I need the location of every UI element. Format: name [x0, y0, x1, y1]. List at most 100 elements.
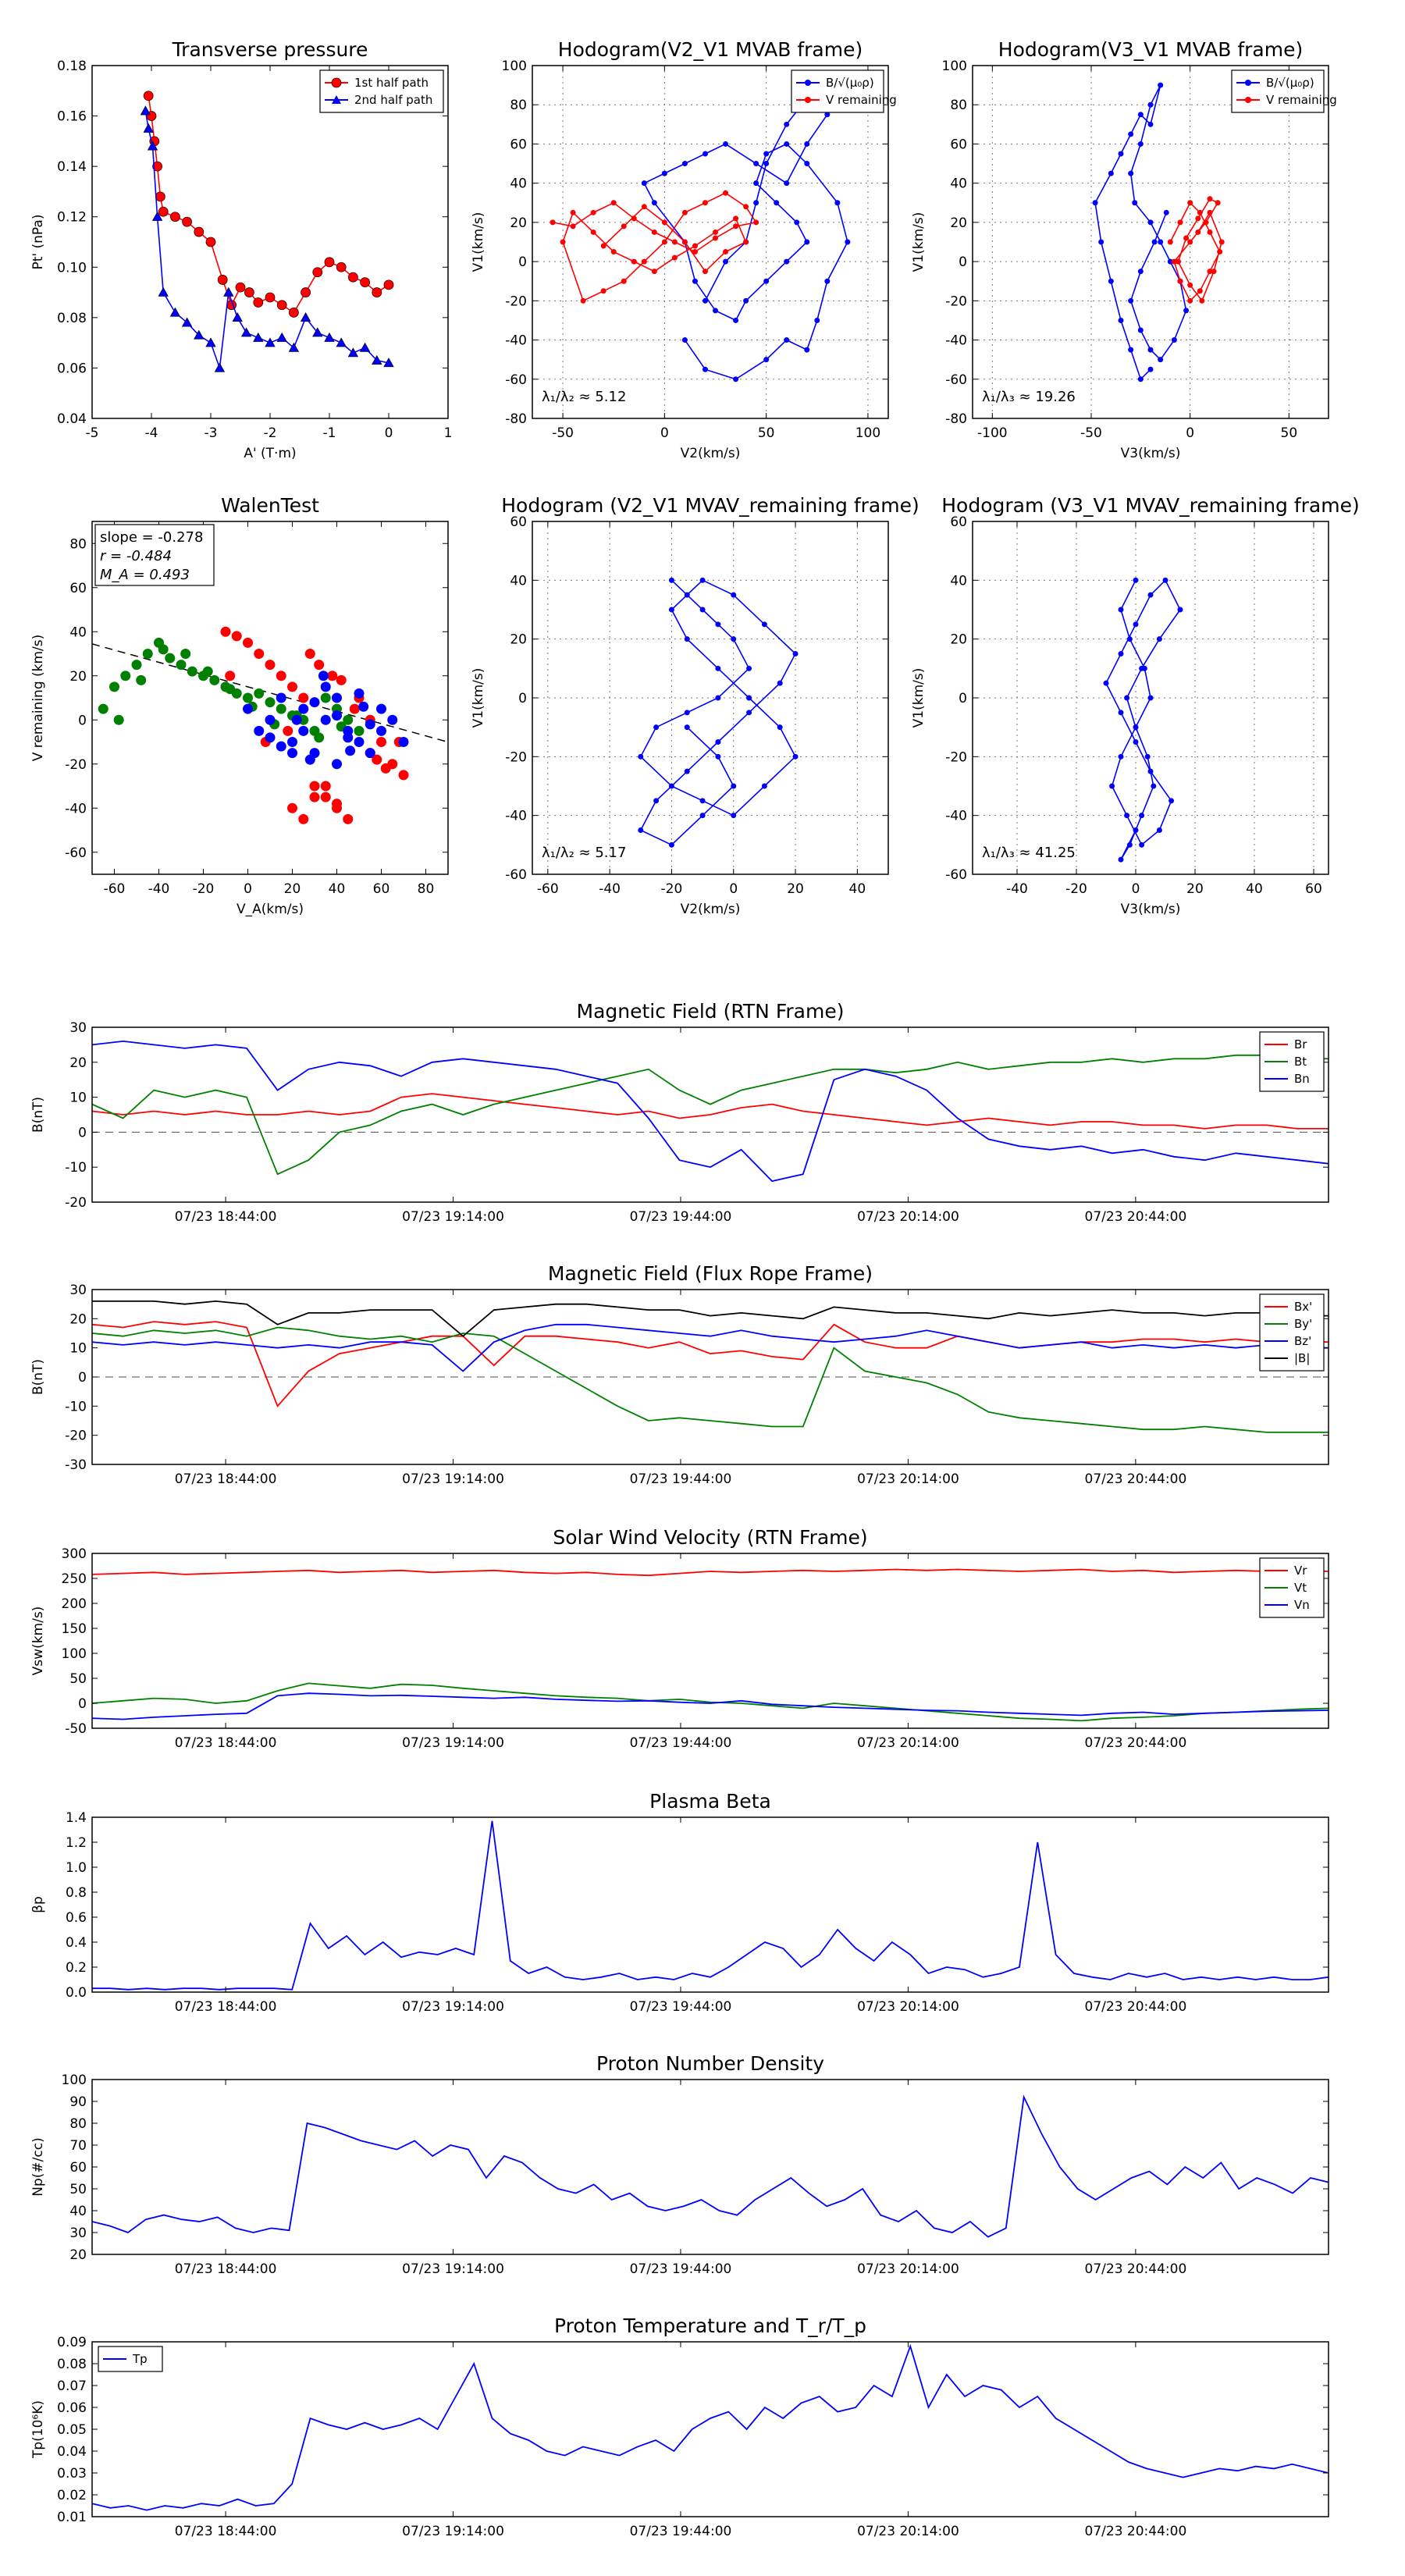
y-tick-label: -40	[945, 333, 967, 349]
y-tick-label: 0.04	[57, 2444, 87, 2460]
x-tick-label: 07/23 20:44:00	[1085, 1735, 1187, 1751]
x-tick-label: 07/23 19:14:00	[402, 2261, 504, 2277]
data-point	[1197, 209, 1203, 215]
data-point	[681, 337, 688, 343]
legend-label: Vn	[1294, 1598, 1310, 1612]
x-tick-label: 07/23 20:14:00	[857, 2524, 959, 2539]
data-point	[1137, 112, 1144, 118]
y-tick-label: -60	[505, 867, 527, 883]
data-point	[1124, 813, 1130, 819]
data-point	[309, 792, 320, 802]
series-markers	[550, 190, 759, 304]
data-point	[232, 312, 243, 322]
data-point	[638, 827, 644, 833]
x-tick-label: 0	[1186, 425, 1194, 441]
x-tick-label: 1	[444, 425, 453, 441]
data-point	[1118, 607, 1124, 613]
legend-label: Vr	[1294, 1564, 1307, 1578]
data-point	[320, 692, 331, 703]
x-tick-label: 07/23 20:14:00	[857, 2261, 959, 2277]
x-tick-label: 50	[1281, 425, 1298, 441]
axes-frame	[91, 2341, 1329, 2517]
axes-frame	[91, 1816, 1329, 1993]
x-tick-label: 20	[284, 881, 301, 897]
data-point	[287, 681, 297, 692]
y-tick-label: -20	[945, 749, 967, 765]
data-point	[651, 269, 657, 275]
data-point	[298, 813, 309, 824]
y-tick-label: 0.4	[66, 1935, 87, 1951]
data-point	[176, 660, 187, 671]
y-tick-label: -60	[65, 845, 87, 861]
data-point	[225, 684, 236, 695]
data-point	[320, 792, 331, 802]
mag-field-rtn-chart: Magnetic Field (RTN Frame) -20 -10 0 10 20 30 0…	[30, 1000, 1329, 1225]
data-point	[265, 714, 276, 725]
series-line	[552, 192, 757, 302]
x-tick-label: 07/23 20:44:00	[1085, 1471, 1187, 1487]
data-point	[723, 190, 729, 196]
legend-box	[1231, 69, 1325, 113]
y-tick-label: -40	[505, 333, 527, 349]
chart-title: Solar Wind Velocity (RTN Frame)	[553, 1526, 867, 1549]
legend-marker	[331, 77, 342, 88]
data-point	[1203, 219, 1209, 226]
x-axis-label: V3(km/s)	[1121, 446, 1181, 461]
x-tick-label: 0	[729, 881, 738, 897]
data-point	[610, 249, 617, 255]
legend-marker	[332, 95, 341, 104]
data-point	[327, 671, 338, 681]
y-tick-label: -80	[945, 411, 967, 427]
x-tick-label: -20	[193, 881, 215, 897]
y-tick-label: 40	[510, 176, 527, 192]
plasma-beta-chart: Plasma Beta 0.0 0.2 0.4 0.6 0.8 1.0 1.2 1.4 07/23…	[30, 1790, 1329, 2015]
data-point	[158, 644, 169, 655]
series-line	[92, 1093, 1329, 1130]
data-point	[376, 725, 386, 736]
data-point	[671, 254, 678, 261]
data-point	[158, 286, 169, 297]
data-point	[777, 724, 783, 731]
data-point	[702, 269, 708, 275]
data-point	[1147, 768, 1154, 774]
data-point	[743, 204, 749, 210]
data-point	[684, 724, 690, 731]
y-tick-label: 0.16	[57, 109, 87, 125]
data-point	[1118, 651, 1124, 656]
stats-r: r = -0.484	[100, 548, 172, 564]
data-point	[763, 151, 770, 157]
series-markers	[1092, 82, 1190, 382]
legend-marker	[1245, 97, 1251, 103]
data-point	[1217, 249, 1223, 255]
legend-label: Vt	[1294, 1581, 1307, 1595]
x-tick-label: 07/23 19:14:00	[402, 1471, 504, 1487]
data-point	[1197, 288, 1203, 294]
x-tick-label: 07/23 19:14:00	[402, 1999, 504, 2015]
eigenvalue-ratio: λ₁/λ₂ ≈ 5.17	[542, 845, 626, 861]
x-tick-label: 07/23 19:44:00	[630, 1735, 732, 1751]
series-line	[92, 1040, 1329, 1183]
y-tick-label: -20	[505, 749, 527, 765]
hodogram-v2-v1-mvab-chart: Hodogram(V2_V1 MVAB frame) -80 -60 -40 -20 0 2…	[471, 38, 897, 461]
series-line	[92, 1820, 1329, 1991]
legend-label: Bt	[1294, 1055, 1307, 1069]
data-point	[1147, 366, 1154, 372]
data-point	[276, 332, 287, 342]
x-tick-label: -20	[661, 881, 683, 897]
data-point	[1108, 278, 1114, 284]
data-point	[1167, 258, 1173, 265]
legend-marker	[805, 97, 811, 103]
data-point	[794, 219, 800, 226]
data-point	[202, 666, 213, 677]
legend-label: B/√(μ₀ρ)	[1266, 76, 1314, 90]
data-point	[194, 226, 205, 237]
y-tick-label: 60	[950, 137, 967, 152]
data-point	[1103, 680, 1109, 686]
y-tick-label: 20	[950, 632, 967, 648]
data-point	[804, 347, 810, 353]
x-tick-label: 07/23 18:44:00	[175, 1209, 277, 1225]
y-tick-label: 70	[69, 2138, 87, 2154]
x-tick-label: 07/23 18:44:00	[175, 1471, 277, 1487]
y-tick-label: 0	[78, 713, 87, 728]
y-tick-label: 20	[69, 1311, 87, 1327]
